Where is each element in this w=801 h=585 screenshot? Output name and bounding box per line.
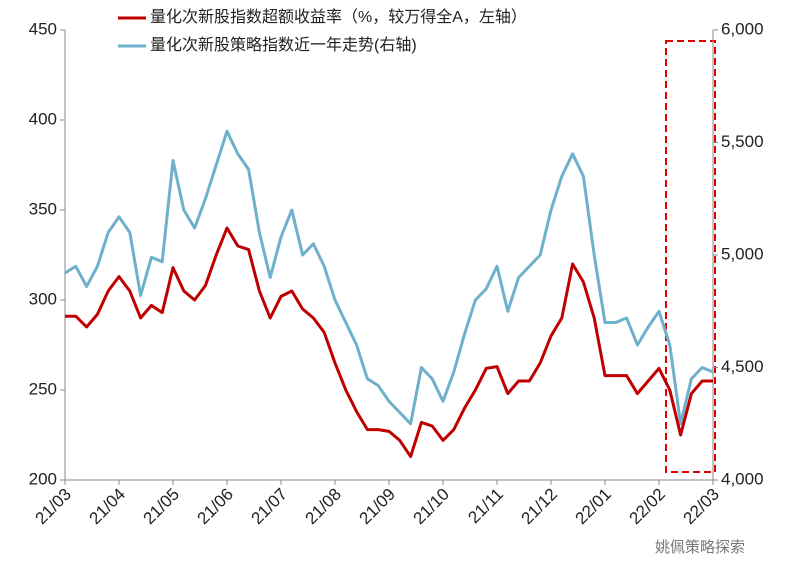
x-tick-label: 21/11 (464, 485, 507, 528)
watermark: 姚佩策略探索 (655, 539, 745, 556)
x-tick-label: 21/09 (355, 485, 399, 529)
y2-tick-label: 5,500 (721, 132, 764, 151)
x-tick-label: 21/12 (517, 485, 561, 529)
y-tick-label: 250 (29, 379, 57, 398)
x-tick-label: 21/04 (85, 485, 129, 529)
legend-label: 量化次新股指数超额收益率（%，较万得全A，左轴） (150, 8, 527, 26)
x-tick-label: 21/07 (247, 485, 291, 529)
y-tick-label: 350 (29, 199, 57, 218)
legend-label: 量化次新股策略指数近一年走势(右轴) (150, 36, 417, 54)
y-tick-label: 450 (29, 19, 57, 38)
x-tick-label: 22/03 (679, 485, 723, 529)
x-tick-label: 22/01 (571, 485, 615, 529)
y-tick-label: 200 (29, 469, 57, 488)
x-tick-label: 22/02 (625, 485, 669, 529)
y2-tick-label: 4,000 (721, 469, 764, 488)
x-tick-label: 21/05 (139, 485, 183, 529)
line-series (65, 226, 713, 459)
y-tick-label: 300 (29, 289, 57, 308)
x-tick-label: 21/10 (409, 485, 453, 529)
line-series (64, 129, 714, 426)
y2-tick-label: 4,500 (721, 357, 764, 376)
y2-tick-label: 5,000 (721, 244, 764, 263)
highlight-box (665, 40, 716, 473)
y2-tick-label: 6,000 (721, 19, 764, 38)
x-tick-label: 21/06 (193, 485, 237, 529)
x-tick-label: 21/03 (31, 485, 75, 529)
y-tick-label: 400 (29, 109, 57, 128)
x-tick-label: 21/08 (301, 485, 345, 529)
